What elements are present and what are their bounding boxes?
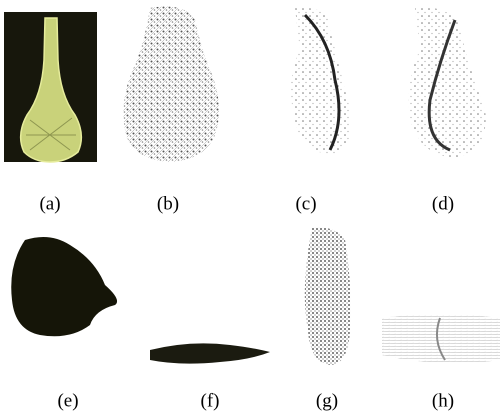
panel-e-image xyxy=(11,237,117,336)
panel-d-image xyxy=(409,8,486,158)
page: (a) (b) (c) (d) (e) (f) (g) (h) (() => {… xyxy=(0,0,504,419)
panel-a-image xyxy=(4,12,97,162)
panel-label: (h) xyxy=(432,390,454,411)
panel-label: (f) xyxy=(201,390,220,411)
panel-h-image xyxy=(382,314,500,363)
panel-c-image xyxy=(291,8,351,155)
figure: (a) (b) (c) (d) (e) (f) (g) (h) xyxy=(0,0,504,419)
panel-label: (g) xyxy=(316,390,338,411)
panel-b-image xyxy=(123,7,219,163)
panel-f-image xyxy=(150,343,270,363)
panel-label: (c) xyxy=(295,193,316,214)
panel-label: (e) xyxy=(57,390,78,411)
panel-label: (d) xyxy=(432,193,454,214)
panel-label: (b) xyxy=(157,193,179,214)
panel-label: (a) xyxy=(39,193,60,214)
panel-g-image xyxy=(305,228,351,366)
